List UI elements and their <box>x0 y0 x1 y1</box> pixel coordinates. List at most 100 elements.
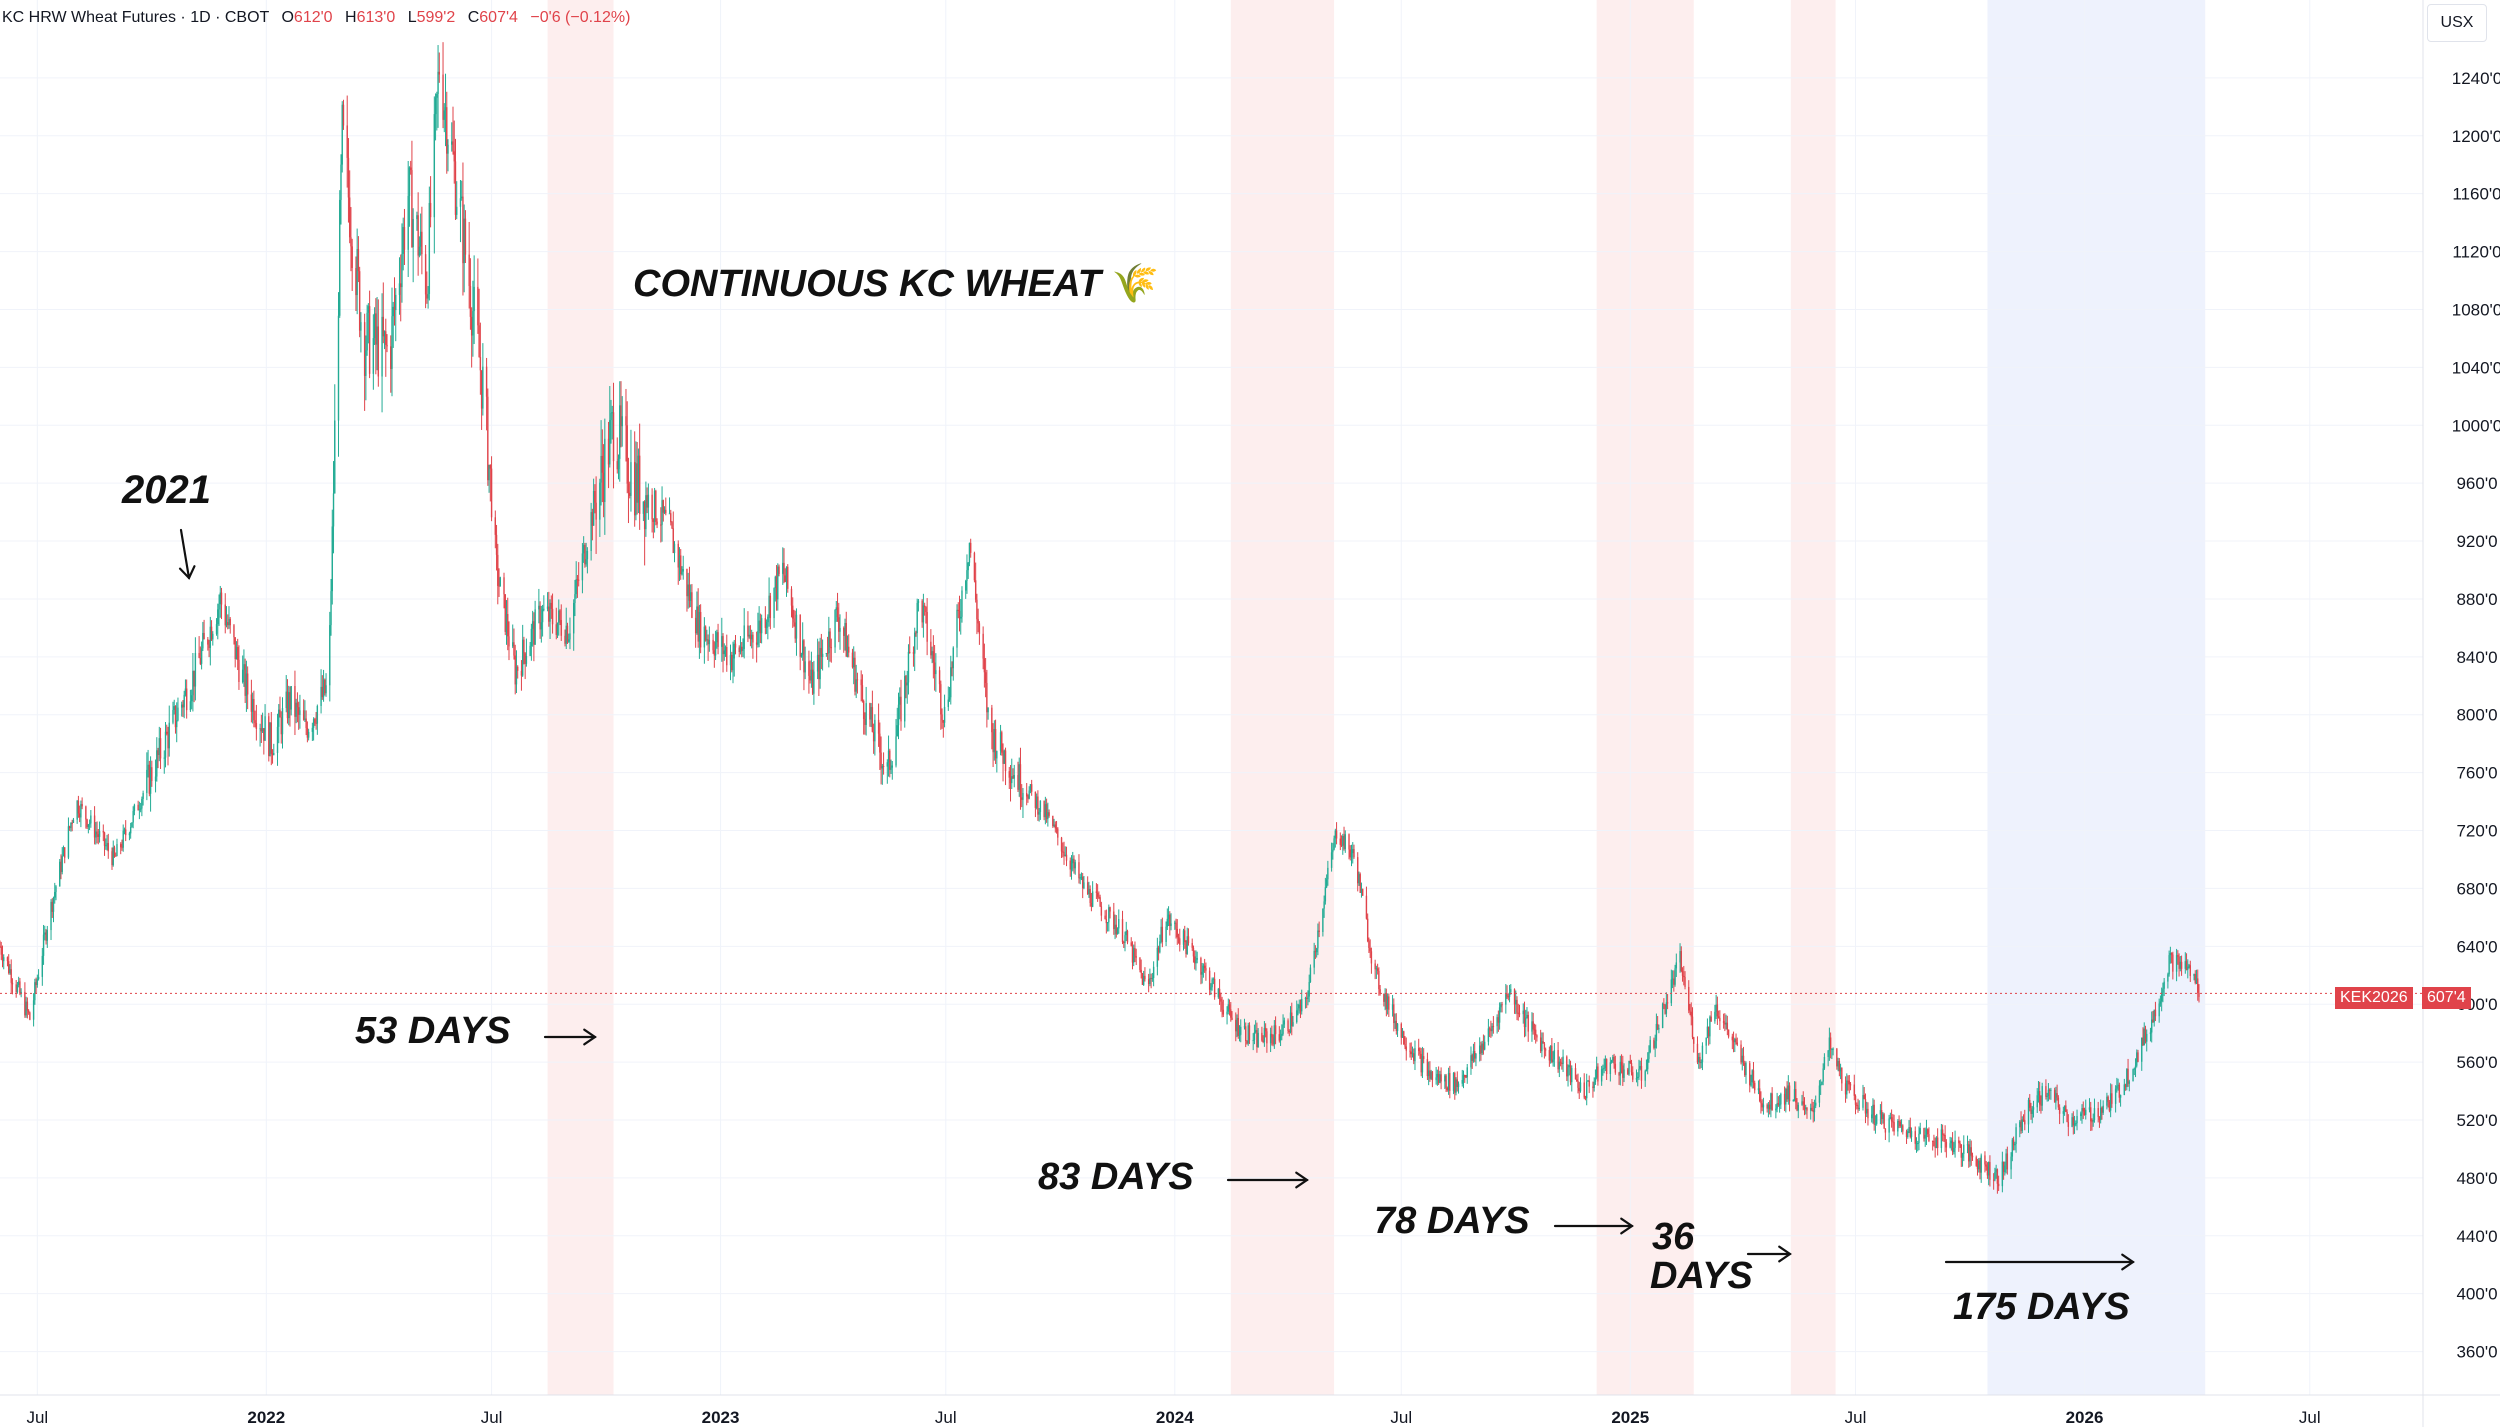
candle-body <box>821 653 824 658</box>
candle-body <box>1080 876 1083 878</box>
candle-body <box>890 767 892 770</box>
candle-body <box>1604 1058 1607 1069</box>
candle-body <box>322 679 325 698</box>
candle-body <box>992 732 994 753</box>
candle-body <box>107 843 109 852</box>
candle-body <box>495 534 498 555</box>
candle-body <box>2194 974 2196 984</box>
candle-body <box>2073 1123 2076 1126</box>
candle-body <box>294 686 296 717</box>
candle-body <box>503 577 505 595</box>
candle-body <box>909 651 911 653</box>
candle-body <box>748 634 750 637</box>
candle-body <box>584 544 586 565</box>
candle-body <box>390 346 392 369</box>
candle-body <box>717 632 719 647</box>
candle-body <box>2123 1084 2126 1096</box>
candle-body <box>655 490 657 522</box>
candle-body <box>1710 1016 1712 1022</box>
symbol-label[interactable]: KC HRW Wheat Futures · 1D · CBOT <box>2 9 270 26</box>
candle-body <box>1888 1118 1890 1133</box>
candle-body <box>499 577 501 587</box>
candle-body <box>1725 1022 1727 1025</box>
candle-body <box>95 831 97 838</box>
candle-body <box>1674 968 1676 985</box>
candle-body <box>1812 1109 1814 1113</box>
candle-body <box>1332 849 1334 853</box>
candle-body <box>86 819 88 828</box>
candle-body <box>2170 953 2173 955</box>
candle-body <box>2193 974 2195 976</box>
candle-body <box>0 946 2 955</box>
candle-body <box>438 71 441 75</box>
candle-body <box>551 608 554 625</box>
candle-body <box>307 731 310 738</box>
candle-body <box>1142 975 1145 985</box>
x-tick-label: Jul <box>26 1408 48 1427</box>
candle-body <box>1698 1056 1700 1063</box>
candle-body <box>393 306 396 311</box>
candle-body <box>1892 1121 1894 1123</box>
candle-body <box>1115 924 1117 935</box>
candle-body <box>220 592 223 605</box>
candle-body <box>1104 915 1106 920</box>
candle-body <box>463 218 465 264</box>
candle-body <box>2175 955 2178 972</box>
candle-body <box>755 642 758 645</box>
candle-body <box>72 819 75 823</box>
candle-body <box>133 804 136 812</box>
candle-body <box>461 196 463 199</box>
candle-body <box>792 605 794 619</box>
candle-body <box>558 610 560 623</box>
candle-body <box>1052 815 1054 827</box>
candle-body <box>25 1001 27 1016</box>
candle-body <box>1121 919 1124 943</box>
candle-body <box>81 804 83 807</box>
candle-body <box>386 344 388 347</box>
candle-body <box>1418 1048 1420 1052</box>
candle-body <box>1253 1032 1256 1040</box>
x-tick-label: 2026 <box>2066 1408 2104 1427</box>
candle-body <box>668 513 671 515</box>
candle-body <box>1083 882 1085 889</box>
candle-body <box>1152 966 1155 978</box>
candle-body <box>784 575 786 582</box>
candle-body <box>1605 1058 1608 1075</box>
candle-body <box>926 612 928 642</box>
candle-body <box>285 691 287 709</box>
candle-body <box>167 733 169 749</box>
candle-body <box>290 686 292 710</box>
candle-body <box>1210 987 1212 990</box>
candle-body <box>560 619 562 636</box>
candle-body <box>1806 1107 1808 1111</box>
candle-body <box>1612 1056 1614 1061</box>
candle-body <box>1805 1107 1807 1110</box>
candle-body <box>931 651 933 656</box>
candle-body <box>629 492 631 496</box>
candle-body <box>1144 975 1146 980</box>
candle-body <box>663 509 666 513</box>
candle-body <box>2179 961 2182 969</box>
candle-body <box>2114 1088 2117 1104</box>
candle-body <box>234 637 236 660</box>
y-tick-label: 360'0 <box>2456 1343 2497 1362</box>
candle-body <box>1192 947 1195 957</box>
high-label: H <box>345 9 357 26</box>
candle-body <box>2037 1091 2040 1096</box>
open-value: 612'0 <box>293 9 333 26</box>
candle-body <box>306 728 309 738</box>
candle-body <box>55 886 57 892</box>
candle-body <box>777 566 779 600</box>
candle-body <box>1849 1084 1852 1086</box>
candle-body <box>1396 1023 1399 1031</box>
currency-button[interactable]: USX <box>2427 4 2487 42</box>
candle-body <box>1783 1093 1786 1105</box>
candle-body <box>1081 876 1084 889</box>
candle-body <box>254 720 256 724</box>
candle-body <box>512 642 514 647</box>
candle-body <box>783 562 785 576</box>
candle-body <box>68 826 71 829</box>
candle-body <box>1628 1060 1630 1075</box>
